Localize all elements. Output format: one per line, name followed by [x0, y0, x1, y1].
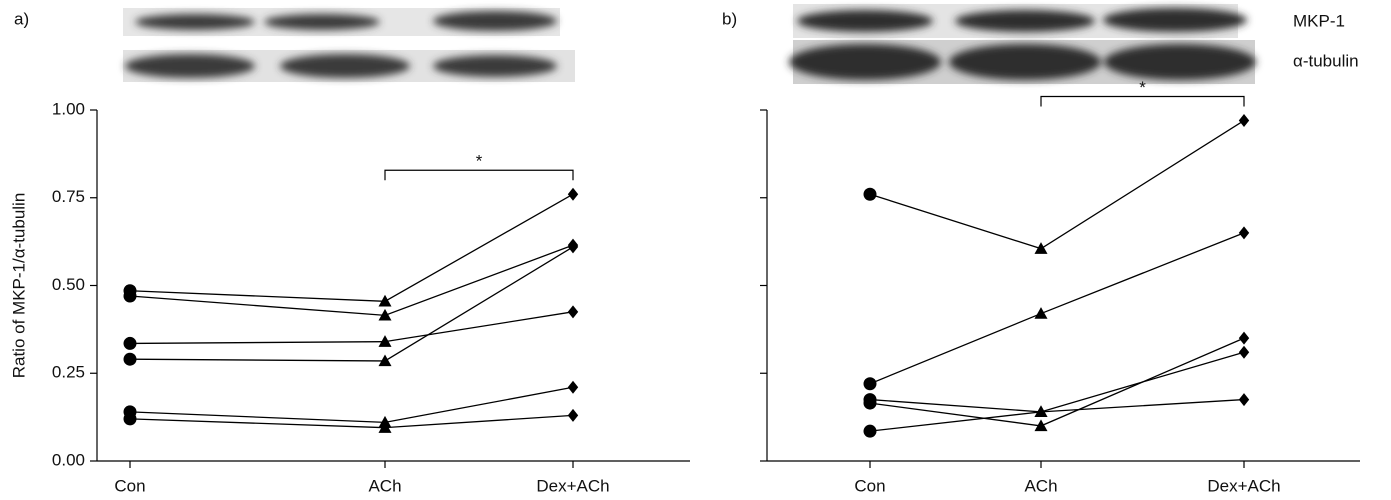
marker	[568, 240, 578, 253]
marker	[1239, 226, 1249, 239]
x-tick-label: ACh	[368, 476, 401, 495]
marker	[124, 412, 137, 425]
series-line	[130, 312, 573, 344]
significance-bracket	[385, 170, 573, 180]
series-line	[130, 245, 573, 315]
series-line	[870, 338, 1244, 426]
series-line	[130, 194, 573, 301]
blot-b	[789, 4, 1256, 84]
panel-label: a)	[14, 9, 29, 28]
series-line	[870, 233, 1244, 384]
marker	[1239, 114, 1249, 127]
y-axis-label: Ratio of MKP-1/α-tubulin	[9, 193, 28, 379]
marker	[1035, 242, 1048, 254]
marker	[124, 290, 137, 303]
series-line	[130, 247, 573, 361]
x-tick-label: Con	[114, 476, 145, 495]
marker	[1035, 307, 1048, 319]
marker	[1239, 393, 1249, 406]
marker	[124, 337, 137, 350]
marker	[568, 381, 578, 394]
significance-bracket	[1041, 97, 1244, 107]
series-line	[870, 121, 1244, 249]
marker	[1239, 332, 1249, 345]
marker	[568, 188, 578, 201]
marker	[864, 188, 877, 201]
x-tick-label: Con	[854, 476, 885, 495]
significance-label: *	[476, 152, 483, 171]
marker	[568, 409, 578, 422]
marker	[568, 305, 578, 318]
marker	[1239, 346, 1249, 359]
x-tick-label: Dex+ACh	[536, 476, 609, 495]
panel-label: b)	[722, 9, 737, 28]
significance-label: *	[1139, 78, 1146, 97]
y-tick-label: 0.50	[52, 275, 85, 294]
marker	[864, 425, 877, 438]
series-line	[130, 387, 573, 422]
y-tick-label: 0.00	[52, 450, 85, 469]
marker	[864, 393, 877, 406]
blot-label: α-tubulin	[1293, 51, 1359, 70]
blot-a	[123, 8, 575, 82]
y-tick-label: 1.00	[52, 99, 85, 118]
blot-label: MKP-1	[1293, 11, 1345, 30]
x-tick-label: Dex+ACh	[1207, 476, 1280, 495]
marker	[864, 377, 877, 390]
y-tick-label: 0.75	[52, 187, 85, 206]
x-tick-label: ACh	[1024, 476, 1057, 495]
y-tick-label: 0.25	[52, 363, 85, 382]
figure: a) 0.00 0.25 0.50 0.75 1.00 Ratio of MKP-1/α-t…	[0, 0, 1391, 500]
marker	[124, 353, 137, 366]
